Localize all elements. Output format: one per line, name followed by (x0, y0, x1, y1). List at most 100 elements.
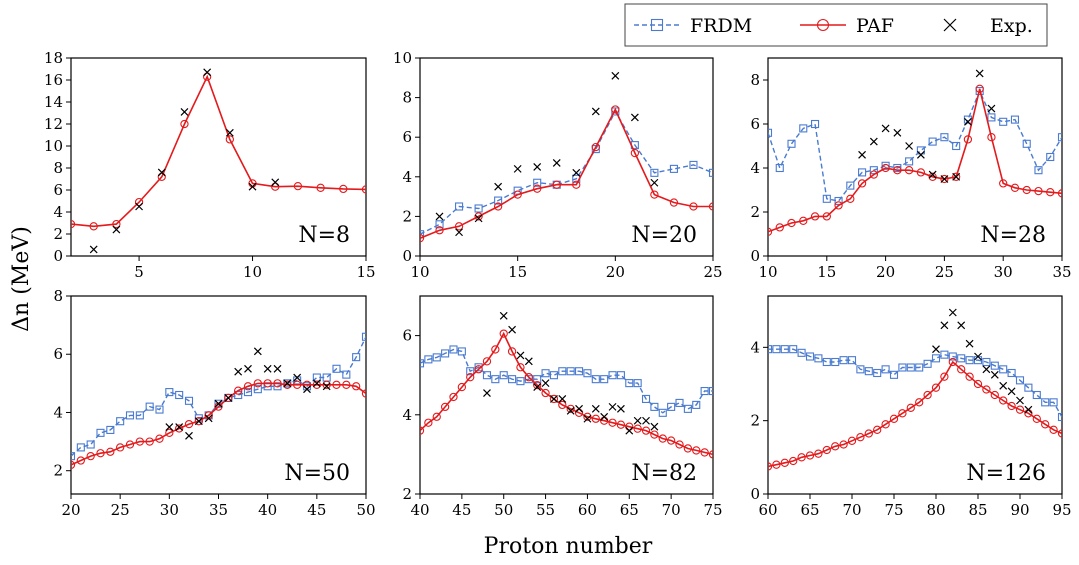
panel-n-50-paf-point (96, 449, 105, 458)
panel-n-28-frdm-line (768, 89, 1062, 202)
panel-n-28-frdm-point (1010, 115, 1020, 124)
panel-n-126-series-frdm (768, 345, 1062, 422)
panel-n-28-exp-point (869, 137, 878, 146)
panel-n-82-frdm-point (708, 386, 713, 396)
panel-n-82-frdm-point (575, 367, 584, 376)
panel-n-20-paf-point (689, 202, 698, 211)
panel-n-50-exp-point (312, 379, 321, 388)
panel-n-82-paf-point (708, 450, 713, 459)
panel-n-126-paf-point (864, 429, 873, 438)
panel-n-82-paf-point (583, 412, 592, 421)
panel-n-28-frdm-point (916, 146, 925, 155)
panel-n-126-series-exp (932, 308, 1033, 414)
panel-n-50-frdm-point (165, 388, 174, 397)
panel-n-126-frdm-point (839, 356, 848, 365)
panel-n-8: 5 10 15 0 2 4 6 8 10 12 14 16 18 N=8 (44, 49, 376, 281)
panel-n-8-paf-point (180, 119, 189, 129)
panel-n-28-paf-point (846, 194, 855, 203)
panel-n-20-label: N=20 (631, 223, 697, 248)
panel-n-50-paf-point (86, 451, 95, 461)
panel-n-126-paf-point (831, 442, 840, 451)
panel-n-126-paf-point (999, 396, 1008, 405)
panel-n-126-frame (767, 295, 1063, 495)
panel-n-126-frdm-point (814, 354, 823, 363)
panel-n-82-frdm-point (533, 375, 542, 384)
panel-n-50-frdm-point (253, 385, 262, 394)
panel-n-28-frdm-point (1022, 139, 1031, 148)
panel-n-126-paf-point (982, 385, 991, 394)
panel-n-8-y-tick-label: 4 (53, 203, 63, 221)
panel-n-50-paf-point (184, 419, 194, 429)
panel-n-50-frdm-point (76, 443, 85, 452)
panel-n-28-y-tick-label: 2 (750, 203, 760, 221)
panel-n-8-y-tick-label: 14 (44, 93, 63, 111)
panel-n-50-exp-point (234, 367, 243, 376)
panel-n-28-exp-point (905, 142, 914, 150)
panel-n-82-paf-point (516, 363, 525, 372)
panel-n-82-frdm-point (449, 345, 458, 354)
panel-n-50-paf-point (135, 437, 144, 446)
panel-n-50-paf-point (263, 379, 272, 388)
panel-n-126-frdm-point (999, 365, 1008, 374)
panel-n-126-frdm-point (822, 357, 831, 367)
panel-n-8-exp-point (89, 245, 98, 254)
panel-n-82-paf-point (491, 345, 500, 354)
panel-n-50-y-tick-label: 4 (53, 403, 63, 421)
panel-n-50-paf-point (234, 386, 243, 395)
panel-n-20-y-tick-label: 6 (402, 128, 412, 146)
panel-n-82-frdm-point (616, 371, 625, 380)
panel-n-82-label: N=82 (631, 461, 697, 486)
panel-n-82-frdm-point (491, 375, 500, 384)
panel-n-20-y-tick-label: 8 (402, 89, 412, 107)
panel-n-50-x-tick-label: 25 (111, 501, 130, 519)
panel-n-50-paf-point (116, 443, 125, 452)
panel-n-82-paf-point (533, 380, 542, 390)
panel-n-50-paf-point (194, 417, 203, 426)
panel-n-82-x-tick-label: 40 (410, 501, 429, 519)
panel-n-8-paf-point (339, 184, 348, 194)
panel-n-82-frdm-point (424, 355, 433, 364)
panel-n-8-x-tick-label: 15 (356, 263, 375, 281)
panel-n-28-paf-point (857, 179, 867, 188)
panel-n-8-exp-point (248, 182, 257, 191)
panel-n-28-paf-point (1057, 189, 1062, 198)
panel-n-50-exp-point (185, 431, 193, 440)
panel-n-8-exp-point (203, 68, 212, 77)
panel-n-20-paf-point (552, 180, 561, 189)
panel-n-126-paf-point (915, 398, 924, 407)
panel-n-50-paf-point (145, 437, 154, 446)
panel-n-126-frdm-point (1032, 390, 1041, 400)
panel-n-126-x-tick-label: 65 (800, 501, 819, 519)
panel-n-50-exp-point (253, 347, 262, 356)
panel-n-82-frdm-point (650, 402, 659, 411)
panel-n-50-exp-point (204, 414, 213, 423)
panel-n-82-frdm-point (466, 367, 475, 376)
panel-n-28-paf-point (768, 227, 773, 236)
panel-n-20-paf-point (474, 212, 483, 221)
panel-n-50-frdm-point (184, 396, 194, 405)
panel-n-126-frdm-point (847, 356, 857, 365)
panel-n-126-paf-point (1032, 414, 1041, 423)
panel-n-126-x-tick-label: 80 (926, 501, 945, 519)
panel-n-126-paf-point (873, 425, 882, 434)
panel-n-50-exp-point (322, 382, 331, 391)
panel-n-126-exp-point (932, 345, 940, 354)
y-axis-title: Δn (MeV) (9, 226, 34, 332)
panel-n-126-paf-point (889, 414, 899, 423)
panel-n-126-frdm-point (915, 363, 924, 372)
panel-n-82-paf-point (482, 357, 492, 366)
panel-n-50-series-exp (165, 347, 331, 440)
panel-n-28-frdm-point (940, 133, 949, 142)
panel-n-126-paf-point (839, 440, 848, 449)
panel-n-20-frdm-point (494, 196, 503, 205)
panel-n-28-frdm-point (905, 157, 914, 166)
panel-n-8-x-tick-label: 5 (134, 263, 144, 281)
panel-n-82-x-tick-label: 60 (578, 501, 597, 519)
panel-n-28-paf-point (810, 212, 820, 221)
panel-n-8-label: N=8 (298, 223, 350, 248)
panel-n-8-exp-point (271, 178, 280, 187)
panel-n-82-exp-point (575, 404, 583, 413)
panel-n-28-exp-point (952, 172, 961, 181)
panel-n-126-paf-point (847, 436, 857, 445)
panel-n-82-x-tick-label: 70 (662, 501, 681, 519)
